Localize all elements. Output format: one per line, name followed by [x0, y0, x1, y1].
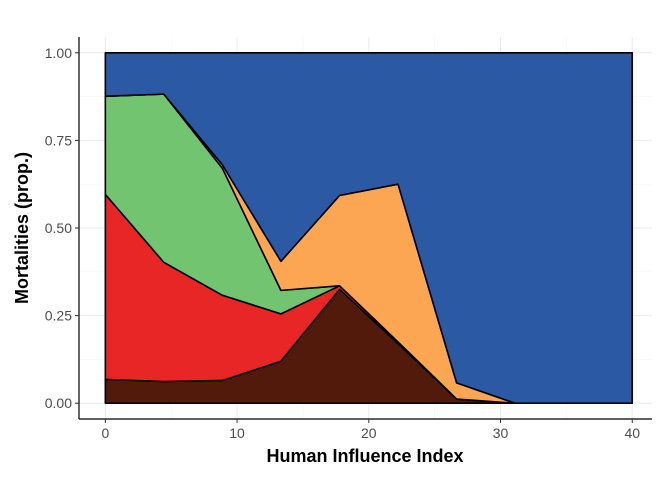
x-tick-label: 0 — [101, 425, 109, 441]
y-tick-label: 0.75 — [45, 132, 72, 148]
x-ticks: 0 10 20 30 40 — [101, 419, 640, 441]
y-axis-title: Mortalities (prop.) — [12, 152, 32, 304]
y-ticks: 0.00 0.25 0.50 0.75 1.00 — [45, 45, 79, 411]
x-axis-title: Human Influence Index — [266, 446, 463, 466]
x-tick-label: 40 — [624, 425, 640, 441]
x-tick-label: 30 — [493, 425, 509, 441]
y-tick-label: 0.25 — [45, 308, 72, 324]
y-tick-label: 0.50 — [45, 220, 72, 236]
stacked-areas — [104, 51, 634, 405]
area-layer-5 — [104, 51, 634, 405]
y-tick-label: 0.00 — [45, 395, 72, 411]
x-tick-label: 10 — [229, 425, 245, 441]
x-tick-label: 20 — [361, 425, 377, 441]
y-tick-label: 1.00 — [45, 45, 72, 61]
